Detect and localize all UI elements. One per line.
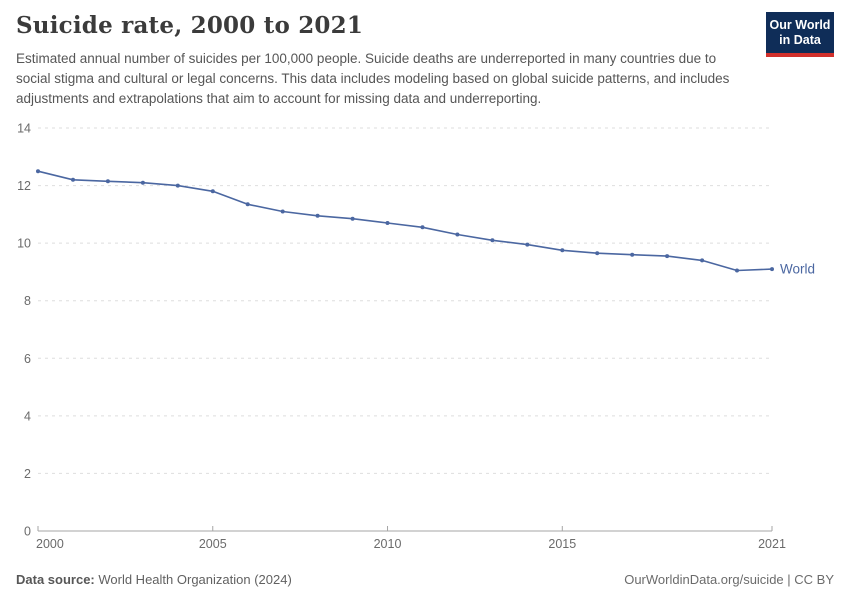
data-point[interactable]	[350, 216, 355, 221]
x-tick-label: 2005	[199, 537, 227, 551]
data-point[interactable]	[280, 209, 285, 214]
data-point[interactable]	[630, 252, 635, 257]
y-tick-label: 12	[17, 179, 31, 193]
chart-header: Suicide rate, 2000 to 2021 Estimated ann…	[16, 12, 834, 109]
y-tick-label: 0	[24, 525, 31, 539]
x-tick-label: 2015	[548, 537, 576, 551]
data-point[interactable]	[210, 189, 215, 194]
data-point[interactable]	[735, 268, 739, 273]
data-point[interactable]	[36, 169, 40, 174]
y-tick-label: 14	[17, 122, 31, 136]
owid-logo-line1: Our World	[769, 18, 831, 32]
data-point[interactable]	[700, 258, 705, 263]
owid-logo-line2: in Data	[779, 32, 821, 47]
data-point[interactable]	[525, 242, 530, 247]
owid-logo[interactable]: Our World in Data	[766, 12, 834, 57]
y-tick-label: 4	[24, 409, 31, 423]
data-point[interactable]	[595, 251, 600, 256]
series-end-label[interactable]: World	[780, 262, 815, 277]
data-point[interactable]	[560, 248, 565, 253]
data-point[interactable]	[665, 254, 670, 259]
data-point[interactable]	[455, 232, 460, 237]
y-tick-label: 2	[24, 467, 31, 481]
data-source: Data source: World Health Organization (…	[16, 572, 292, 587]
data-point[interactable]	[490, 238, 495, 243]
y-tick-label: 10	[17, 237, 31, 251]
x-tick-label: 2000	[36, 537, 64, 551]
data-point[interactable]	[385, 221, 390, 225]
chart-subtitle: Estimated annual number of suicides per …	[16, 50, 730, 107]
series-line[interactable]	[37, 170, 773, 272]
data-source-value: World Health Organization (2024)	[94, 572, 292, 587]
y-tick-label: 8	[24, 294, 31, 308]
data-point[interactable]	[175, 183, 180, 188]
chart-footer: Data source: World Health Organization (…	[16, 572, 834, 587]
data-point[interactable]	[71, 177, 75, 182]
data-source-label: Data source:	[16, 572, 95, 587]
x-tick-label: 2010	[374, 537, 402, 551]
credit-link[interactable]: OurWorldinData.org/suicide | CC BY	[624, 572, 834, 587]
data-point[interactable]	[105, 179, 110, 184]
chart-title: Suicide rate, 2000 to 2021	[16, 12, 364, 39]
data-point[interactable]	[420, 225, 425, 230]
y-tick-label: 6	[24, 352, 31, 366]
x-tick-label: 2021	[758, 537, 786, 551]
data-point[interactable]	[140, 180, 145, 185]
data-point[interactable]	[245, 202, 250, 207]
data-point[interactable]	[770, 267, 774, 272]
data-point[interactable]	[315, 213, 320, 218]
